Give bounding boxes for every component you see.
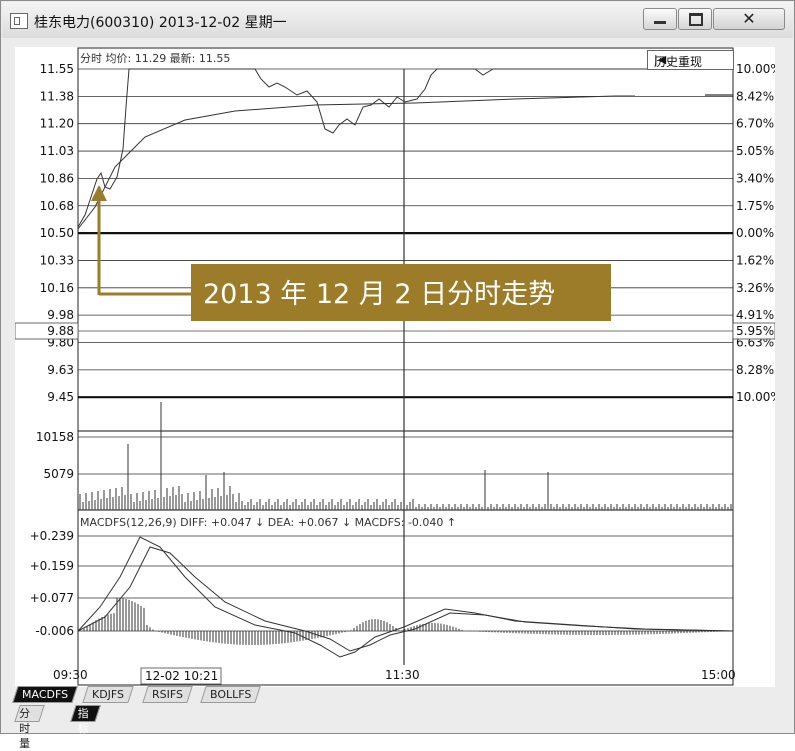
cursor-time-label: 12-02 10:21: [145, 669, 218, 683]
percent-tick-label: 8.28%: [736, 363, 774, 377]
app-icon: [10, 13, 28, 29]
macd-dea-line: [77, 546, 734, 652]
price-tick-label: 10.68: [40, 199, 74, 213]
percent-tick-label: 3.40%: [736, 171, 774, 185]
price-tick-label: 11.20: [40, 117, 74, 131]
tab-bollfs[interactable]: BOLLFS: [200, 686, 262, 703]
percent-tick-label: 1.75%: [736, 199, 774, 213]
percent-tick-label: 5.05%: [736, 144, 774, 158]
annotation-box: [191, 264, 611, 321]
tab-kdjfs[interactable]: KDJFS: [82, 686, 134, 703]
percent-tick-label: 10.00%: [736, 62, 775, 76]
cursor-percent-label: 5.95%: [736, 324, 774, 338]
macd-tick-label: -0.006: [35, 624, 74, 638]
cursor-price-label: 9.88: [47, 324, 74, 338]
macd-diff-line: [77, 536, 734, 658]
macd-header: MACDFS(12,26,9) DIFF: +0.047 ↓ DEA: +0.0…: [80, 516, 456, 529]
tab-rsifs[interactable]: RSIFS: [142, 686, 193, 703]
cursor-price-box: [15, 322, 79, 340]
price-tick-label: 11.55: [40, 62, 74, 76]
price-tick-label: 10.50: [40, 226, 74, 240]
price-tick-label: 9.63: [47, 363, 74, 377]
maximize-button[interactable]: [678, 8, 712, 30]
plot-frame: [77, 47, 734, 686]
time-tick-label: 15:00: [701, 668, 736, 682]
price-tick-label: 10.86: [40, 171, 74, 185]
price-tick-label: 11.38: [40, 89, 74, 103]
quote-header: 分时 均价: 11.29 最新: 11.55: [80, 51, 230, 65]
price-tick-label: 9.98: [47, 308, 74, 322]
macd-tick-label: +0.239: [30, 529, 74, 543]
time-tick-label: 11:30: [385, 668, 420, 682]
price-tick-label: 9.45: [47, 390, 74, 404]
history-replay-button[interactable]: 历史重现 |◀: [647, 50, 734, 70]
history-replay-label: 历史重现: [654, 55, 703, 69]
annotation-text: 2013 年 12 月 2 日分时走势: [203, 279, 555, 310]
percent-tick-label: 0.00%: [736, 226, 774, 240]
title-bar[interactable]: 桂东电力(600310) 2013-12-02 星期一 ✕: [2, 2, 793, 38]
percent-tick-label: 3.26%: [736, 281, 774, 295]
percent-tick-label: 1.62%: [736, 253, 774, 267]
close-icon: ✕: [742, 9, 756, 28]
minimize-button[interactable]: [643, 8, 677, 30]
close-button[interactable]: ✕: [713, 8, 785, 30]
window-title: 桂东电力(600310) 2013-12-02 星期一: [34, 15, 287, 31]
jump-to-start-icon: |◀: [654, 53, 667, 66]
percent-tick-label: 6.70%: [736, 117, 774, 131]
chart-canvas: 11.55 10.00% 11.38 8.42% 11.20 6.70% 11.03 5.05…: [15, 47, 775, 686]
price-tick-label: 11.03: [40, 144, 74, 158]
price-tick-label: 10.16: [40, 281, 74, 295]
price-tick-label: 10.33: [40, 253, 74, 267]
average-price-line: [77, 95, 635, 230]
macd-tick-label: +0.159: [30, 559, 74, 573]
price-line: [77, 68, 733, 228]
macd-tick-label: +0.077: [30, 591, 74, 605]
percent-tick-label: 8.42%: [736, 89, 774, 103]
cursor-time-box: [140, 667, 222, 685]
annotation-arrow-head: [91, 185, 107, 201]
time-tick-label: 09:30: [53, 668, 88, 682]
percent-tick-label: 10.00%: [736, 390, 775, 404]
cursor-percent-box: [732, 322, 775, 340]
volume-tick-label: 10158: [36, 430, 74, 444]
percent-tick-label: 4.91%: [736, 308, 774, 322]
tab-macdfs[interactable]: MACDFS: [12, 686, 78, 703]
volume-tick-label: 5079: [43, 467, 74, 481]
intraday-chart[interactable]: 11.55 10.00% 11.38 8.42% 11.20 6.70% 11.03 5.05…: [15, 47, 775, 687]
